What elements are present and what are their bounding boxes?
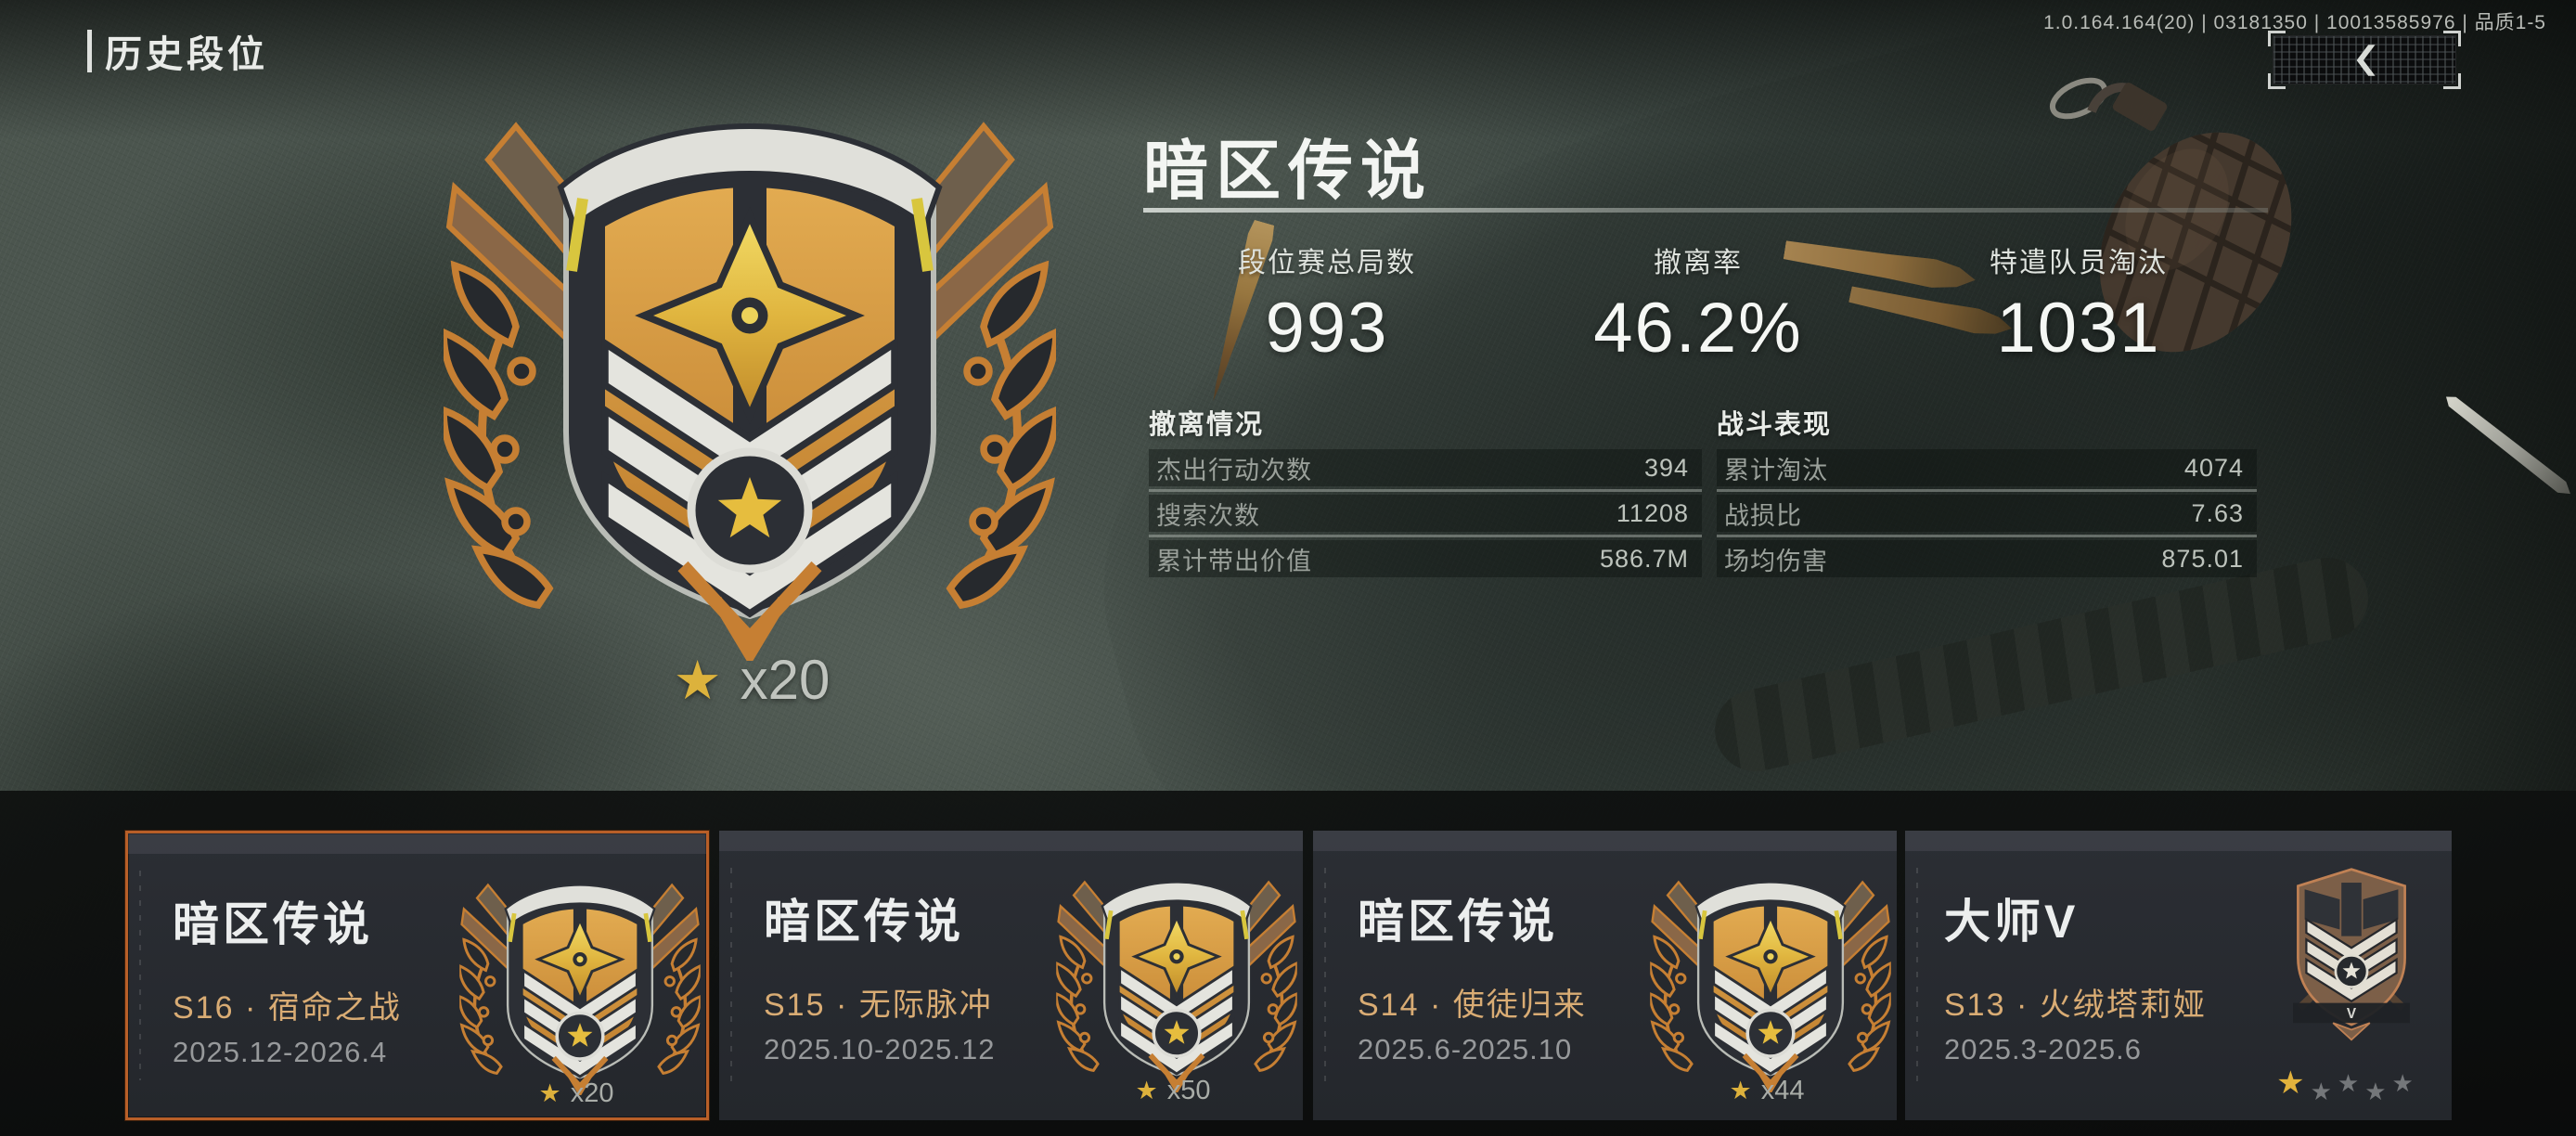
stat-label: 段位赛总局数 [1238,248,1416,278]
star-icon: ★ [2276,1065,2305,1101]
table-row: 场均伤害 875.01 [1717,540,2257,577]
star-icon: ★ [2364,1077,2387,1105]
rank-badge-icon [459,876,701,1095]
row-divider [1717,535,2257,537]
stat-label: 特遣队员淘汰 [1990,248,2168,278]
row-divider [1149,535,1702,537]
combat-stats-table: 战斗表现 累计淘汰 4074 战损比 7.63 场均伤害 875.01 [1717,403,2257,577]
row-label: 杰出行动次数 [1156,456,1312,484]
row-value: 11208 [1616,498,1689,527]
card-rank-name: 暗区传说 [764,896,964,948]
star-icon: ★ [2337,1068,2360,1097]
row-divider [1717,489,2257,492]
row-label: 搜索次数 [1156,501,1260,530]
star-icon: ★ [2310,1077,2332,1105]
row-divider [1149,489,1702,492]
card-rank-name: 大师V [1944,896,2080,948]
card-star-count: ★ x20 [456,1078,697,1109]
stat-value: 46.2% [1593,289,1803,368]
star-icon: ★ [1135,1077,1158,1104]
card-star-count: ★ x50 [1052,1076,1294,1106]
rank-badge-icon [1650,873,1891,1092]
table-header: 撤离情况 [1149,410,1265,440]
card-star-count: ★ x44 [1646,1076,1887,1106]
table-row: 累计带出价值 586.7M [1149,540,1702,577]
card-season-period: 2025.10-2025.12 [764,1033,996,1065]
star-icon: ★ [1729,1077,1752,1104]
table-row: 累计淘汰 4074 [1717,449,2257,486]
master-rank-badge-icon: V [2293,868,2410,1041]
row-value: 875.01 [2161,544,2244,573]
table-header: 战斗表现 [1717,410,1833,440]
row-label: 累计带出价值 [1156,547,1312,575]
season-card-s14[interactable]: 暗区传说 S14 · 使徒归来 2025.6-2025.10 ★ x44 [1313,831,1897,1120]
row-value: 4074 [2183,453,2244,482]
card-season-name: S16 · 宿命之战 [173,990,402,1026]
star-count-value: x44 [1760,1076,1805,1105]
back-chevron-icon [2356,44,2376,76]
rank-title-divider [1143,208,2268,213]
season-card-s16[interactable]: 暗区传说 S16 · 宿命之战 2025.12-2026.4 ★ x20 [125,831,709,1120]
row-label: 累计淘汰 [1724,456,1828,484]
row-label: 战损比 [1724,501,1802,530]
table-row: 战损比 7.63 [1717,495,2257,532]
season-card-s13[interactable]: 大师V S13 · 火绒塔莉娅 2025.3-2025.6 V ★ ★ [1905,831,2452,1120]
stat-label: 撤离率 [1654,248,1743,278]
page-title: 历史段位 [105,34,268,75]
star-icon: ★ [673,650,722,711]
card-rank-name: 暗区传说 [173,898,373,950]
card-season-name: S14 · 使徒归来 [1358,988,1587,1023]
row-label: 场均伤害 [1724,547,1828,575]
card-rank-name: 暗区传说 [1358,896,1558,948]
row-value: 586.7M [1599,544,1689,573]
table-row: 杰出行动次数 394 [1149,449,1702,486]
star-icon: ★ [538,1079,561,1107]
badge-tier-label: V [2347,1006,2357,1022]
rank-title: 暗区传说 [1143,135,1433,207]
stat-extraction-rate: 撤离率 46.2% [1503,239,1893,368]
star-count-value: x50 [1166,1076,1211,1105]
star-count-value: x20 [740,649,831,711]
season-card-s15[interactable]: 暗区传说 S15 · 无际脉冲 2025.10-2025.12 ★ x50 [719,831,1303,1120]
stat-value: 1031 [1996,289,2161,368]
card-season-period: 2025.6-2025.10 [1358,1033,1573,1065]
card-star-rating: ★ ★ ★ ★ ★ [2238,1065,2452,1105]
rank-badge-icon [1056,873,1297,1092]
stat-operator-kills: 特遣队员淘汰 1031 [1912,239,2246,368]
star-icon: ★ [2391,1068,2414,1097]
card-season-period: 2025.12-2026.4 [173,1036,388,1068]
pen-icon [2441,392,2574,499]
title-accent-bar [87,30,92,72]
badge-star-count: ★ x20 [594,648,909,712]
row-value: 7.63 [2191,498,2244,527]
card-season-period: 2025.3-2025.6 [1944,1033,2142,1065]
current-rank-badge [444,104,1056,661]
stat-value: 993 [1265,289,1389,368]
back-button[interactable] [2268,31,2461,89]
card-season-name: S15 · 无际脉冲 [764,988,993,1023]
card-season-name: S13 · 火绒塔莉娅 [1944,988,2207,1023]
row-value: 394 [1643,453,1689,482]
extraction-stats-table: 撤离情况 杰出行动次数 394 搜索次数 11208 累计带出价值 586.7M [1149,403,1702,577]
stat-total-matches: 段位赛总局数 993 [1188,239,1466,368]
star-count-value: x20 [570,1078,614,1108]
strap-decoration [1707,549,2376,780]
breadcrumb: 历史段位 [87,24,268,78]
table-row: 搜索次数 11208 [1149,495,1702,532]
